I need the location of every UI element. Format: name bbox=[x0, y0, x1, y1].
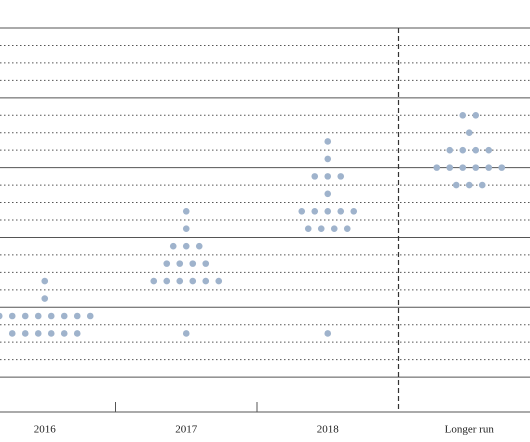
dot bbox=[298, 207, 306, 215]
dot bbox=[0, 312, 3, 320]
x-tick-label: Longer run bbox=[445, 424, 495, 436]
dot bbox=[324, 330, 332, 337]
dot bbox=[182, 242, 190, 250]
dot bbox=[73, 312, 81, 320]
dot bbox=[34, 312, 42, 320]
dot bbox=[189, 277, 197, 285]
dot bbox=[311, 173, 319, 180]
dot bbox=[189, 260, 197, 267]
dot bbox=[73, 330, 81, 337]
dot bbox=[485, 146, 493, 154]
dot bbox=[169, 242, 177, 250]
dot bbox=[459, 164, 467, 171]
dot bbox=[8, 330, 16, 337]
dot bbox=[34, 330, 42, 337]
dot bbox=[182, 330, 190, 337]
dot bbox=[446, 146, 454, 154]
dot bbox=[350, 207, 358, 215]
dot bbox=[182, 225, 190, 233]
dot bbox=[21, 330, 29, 337]
dot bbox=[176, 277, 184, 285]
dot bbox=[8, 312, 16, 320]
x-tick-label: 2018 bbox=[317, 424, 340, 436]
dot bbox=[459, 111, 467, 119]
dot bbox=[317, 225, 325, 233]
dot bbox=[446, 164, 454, 171]
dot bbox=[472, 146, 480, 154]
dot bbox=[21, 312, 29, 320]
dot bbox=[195, 242, 203, 250]
dot bbox=[202, 260, 210, 267]
dot bbox=[47, 312, 55, 320]
dot bbox=[498, 164, 506, 171]
dot bbox=[41, 295, 49, 302]
dot bbox=[202, 277, 210, 285]
dot bbox=[433, 164, 441, 171]
x-tick-label: 2017 bbox=[175, 424, 198, 436]
dot bbox=[478, 181, 486, 189]
dot bbox=[60, 312, 68, 320]
dot bbox=[330, 225, 338, 233]
dot bbox=[452, 181, 460, 189]
dot bbox=[459, 146, 467, 154]
dot bbox=[176, 260, 184, 267]
dot bbox=[215, 277, 223, 285]
dot bbox=[324, 190, 332, 198]
dot bbox=[41, 277, 49, 285]
dot bbox=[86, 312, 94, 320]
dot bbox=[324, 138, 332, 145]
dot bbox=[337, 207, 345, 215]
dot bbox=[472, 164, 480, 171]
dot bbox=[485, 164, 493, 171]
dot bbox=[472, 111, 480, 119]
dot bbox=[324, 155, 332, 163]
dot bbox=[150, 277, 158, 285]
dot bbox=[311, 207, 319, 215]
dot bbox=[47, 330, 55, 337]
dot bbox=[163, 260, 171, 267]
x-tick-label: 2016 bbox=[34, 424, 57, 436]
dot bbox=[465, 181, 473, 189]
dot bbox=[343, 225, 351, 233]
dot bbox=[304, 225, 312, 233]
dot bbox=[465, 129, 473, 137]
dot bbox=[163, 277, 171, 285]
dot bbox=[324, 173, 332, 180]
dot bbox=[324, 207, 332, 215]
dot bbox=[337, 173, 345, 180]
dot bbox=[182, 207, 190, 215]
dot bbox=[60, 330, 68, 337]
